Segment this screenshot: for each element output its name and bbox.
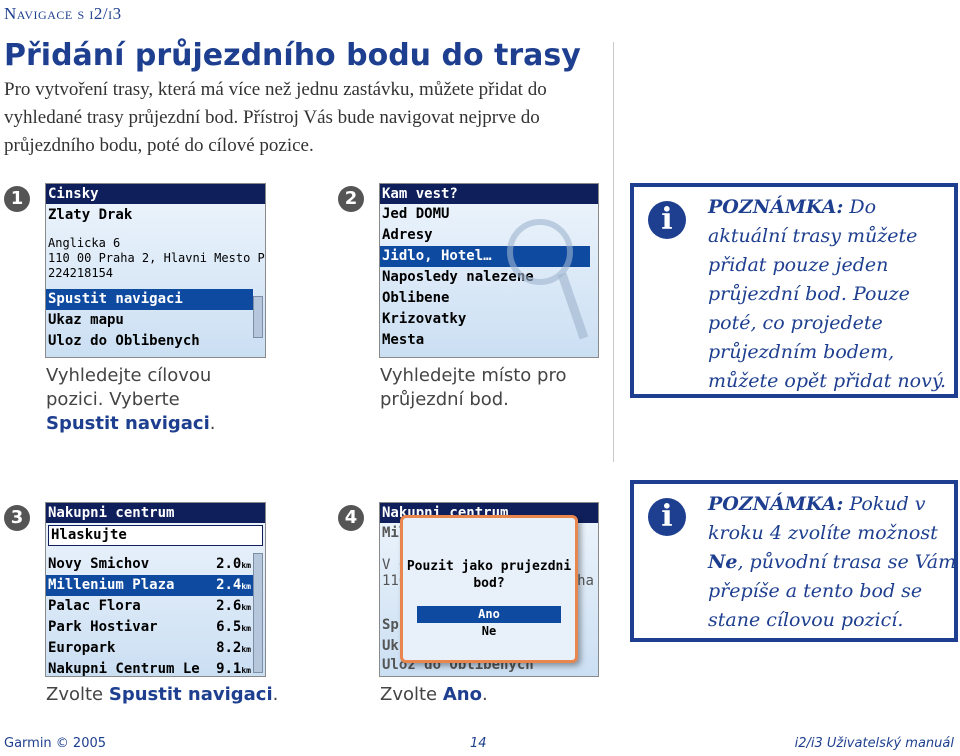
magnifier-icon (507, 219, 589, 340)
page-title: Přidání průjezdního bodu do trasy (4, 38, 581, 73)
note-text-2: POZNÁMKA: Pokud v kroku 4 zvolíte možnos… (708, 493, 957, 631)
menu-item-food-hotel[interactable]: Jidlo, Hotel… (380, 246, 590, 267)
list-item[interactable]: Europark 8.2km (48, 640, 251, 656)
background-text: Sp (382, 617, 399, 633)
screen-header: Nakupni centrum (46, 503, 265, 523)
step-caption-1: Vyhledejte cílovou pozici. Vyberte Spust… (46, 365, 216, 434)
menu-item-intersections[interactable]: Krizovatky (382, 311, 467, 327)
spell-search-input[interactable]: Hlaskujte (48, 525, 263, 546)
menu-item-recently-found[interactable]: Naposledy nalezene (382, 269, 534, 285)
device-screen-4: Nakupni centrum Mil V C 110 aha Sp Uk Ul… (379, 502, 599, 677)
step-caption-3: Zvolte Spustit navigaci. (46, 684, 279, 705)
footer-manual-title: i2/i3 Uživatelský manuál (794, 736, 954, 751)
step-number-2: 2 (338, 186, 364, 212)
poi-name: Zlaty Drak (48, 207, 133, 223)
menu-item-start-navigation[interactable]: Spustit navigaci (46, 289, 253, 310)
device-screen-1: Cinsky Zlaty Drak Anglicka 6 110 00 Prah… (45, 183, 266, 358)
confirm-dialog: Pouzit jako prujezdni bod? Ano Ne (400, 515, 578, 663)
column-divider (613, 42, 614, 462)
menu-item-cities[interactable]: Mesta (382, 332, 425, 348)
step-number-3: 3 (4, 505, 30, 531)
info-icon: i (648, 201, 686, 239)
list-item[interactable]: Novy Smichov 2.0km (48, 556, 251, 572)
step-caption-4: Zvolte Ano. (380, 684, 488, 705)
list-item[interactable]: Nakupni Centrum Le 9.1km (48, 661, 251, 677)
menu-item-addresses[interactable]: Adresy (382, 227, 433, 243)
menu-item-save-favorites[interactable]: Uloz do Oblibenych (48, 333, 200, 349)
background-text: Uk (382, 638, 399, 654)
scrollbar[interactable] (253, 553, 263, 673)
list-item[interactable]: Millenium Plaza 2.4km (46, 575, 255, 596)
step-number-1: 1 (4, 186, 30, 212)
screen-header: Kam vest? (380, 184, 598, 204)
info-icon: i (648, 498, 686, 536)
footer-copyright: Garmin © 2005 (4, 736, 107, 751)
note-box-2: i POZNÁMKA: Pokud v kroku 4 zvolíte možn… (630, 480, 958, 642)
dialog-yes-button[interactable]: Ano (417, 606, 561, 623)
menu-item-go-home[interactable]: Jed DOMU (382, 206, 450, 222)
section-header: Navigace s i2/i3 (4, 4, 122, 23)
scrollbar[interactable] (253, 296, 263, 338)
list-item[interactable]: Palac Flora 2.6km (48, 598, 251, 614)
device-screen-2: Kam vest? Jed DOMU Adresy Jidlo, Hotel… … (379, 183, 599, 358)
poi-address-line1: Anglicka 6 (48, 236, 121, 250)
screen-header: Cinsky (46, 184, 265, 204)
poi-address-line2: 110 00 Praha 2, Hlavni Mesto Praha (48, 251, 265, 265)
dialog-no-button[interactable]: Ne (481, 624, 497, 638)
note-box-1: i POZNÁMKA: Do aktuální trasy můžete při… (630, 183, 958, 398)
step-caption-2: Vyhledejte místo pro průjezdní bod. (380, 365, 567, 410)
step-number-4: 4 (338, 505, 364, 531)
poi-phone: 224218154 (48, 266, 114, 280)
menu-item-show-map[interactable]: Ukaz mapu (48, 312, 124, 328)
page-number: 14 (470, 736, 487, 751)
device-screen-3: Nakupni centrum Hlaskujte Novy Smichov 2.… (45, 502, 266, 677)
note-text-1: POZNÁMKA: Do aktuální trasy můžete přida… (708, 196, 947, 392)
dialog-message: Pouzit jako prujezdni bod? (406, 559, 572, 591)
list-item[interactable]: Park Hostivar 6.5km (48, 619, 251, 635)
intro-paragraph: Pro vytvoření trasy, která má více než j… (4, 79, 547, 156)
menu-item-favorites[interactable]: Oblibene (382, 290, 450, 306)
